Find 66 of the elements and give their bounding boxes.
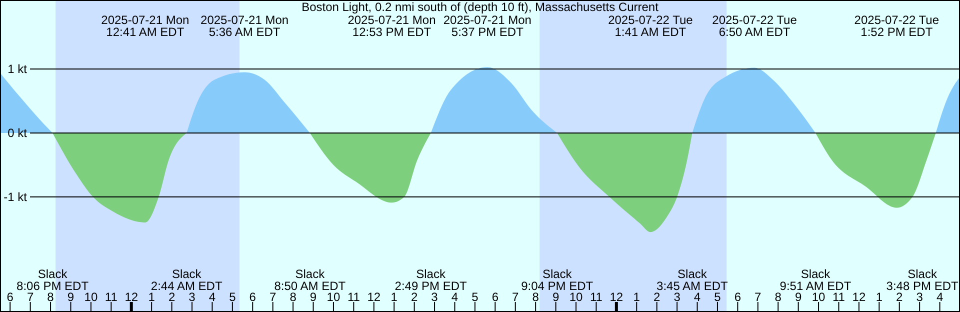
x-tick-label: 4 bbox=[208, 290, 216, 304]
x-tick-label: 11 bbox=[590, 290, 603, 304]
x-tick-label: 11 bbox=[347, 290, 360, 304]
x-tick-label: 6 bbox=[734, 290, 742, 304]
annotation: Slack 3:45 AM EDT bbox=[656, 267, 729, 293]
x-tick-label: 10 bbox=[84, 290, 98, 304]
chart-title: Boston Light, 0.2 nmi south of (depth 10 ft), Massachusetts Current bbox=[302, 0, 660, 14]
annotation: 2025-07-21 Mon 12:41 AM EDT bbox=[101, 13, 190, 39]
x-tick-label: 7 bbox=[270, 290, 276, 304]
x-tick-label: 6 bbox=[6, 290, 14, 304]
x-tick-label: 3 bbox=[188, 290, 196, 304]
x-tick-label: 4 bbox=[451, 290, 458, 304]
x-tick-label: 11 bbox=[832, 290, 846, 304]
x-tick-label: 10 bbox=[812, 290, 826, 304]
x-tick-label: 10 bbox=[326, 290, 340, 304]
x-tick-label: 4 bbox=[936, 290, 944, 304]
annotation: 2025-07-22 Tue 1:52 PM EDT bbox=[854, 13, 940, 39]
x-tick-label: 1 bbox=[148, 290, 156, 304]
x-tick-label: 12 bbox=[367, 290, 381, 304]
annotation: Slack 8:06 PM EDT bbox=[16, 267, 90, 293]
x-tick-label: 1 bbox=[876, 290, 883, 304]
x-tick-label: 9 bbox=[794, 290, 802, 304]
annotation: Slack 8:50 AM EDT bbox=[274, 267, 346, 293]
x-tick-label: 7 bbox=[754, 290, 762, 304]
x-tick-label: 6 bbox=[249, 290, 256, 304]
x-tick-label: 12 bbox=[852, 290, 866, 304]
x-tick-label: 7 bbox=[26, 290, 34, 304]
annotation: 2025-07-21 Mon 5:36 AM EDT bbox=[200, 13, 289, 39]
x-tick-label: 1 bbox=[390, 290, 398, 304]
x-tick-label: 12 bbox=[610, 290, 624, 304]
x-tick-label: 8 bbox=[532, 290, 540, 304]
annotation: 2025-07-22 Tue 6:50 AM EDT bbox=[712, 13, 798, 39]
x-tick-label: 3 bbox=[431, 290, 438, 304]
x-tick-label: 5 bbox=[714, 290, 722, 304]
annotation: Slack 9:51 AM EDT bbox=[780, 267, 852, 293]
x-tick-label: 4 bbox=[694, 290, 701, 304]
x-tick-label: 2 bbox=[896, 290, 904, 304]
annotation: 2025-07-22 Tue 1:41 AM EDT bbox=[608, 13, 694, 39]
x-tick-label: 8 bbox=[47, 290, 54, 304]
x-tick-label: 2 bbox=[168, 290, 176, 304]
x-tick-label: 5 bbox=[229, 290, 236, 304]
x-tick-label: 8 bbox=[774, 290, 782, 304]
x-tick-label: 7 bbox=[512, 290, 520, 304]
x-tick-label: 8 bbox=[290, 290, 297, 304]
annotation: Slack 2:49 PM EDT bbox=[394, 267, 468, 293]
annotation: Slack 3:48 PM EDT bbox=[886, 267, 959, 293]
annotation: Slack 2:44 AM EDT bbox=[150, 267, 223, 293]
annotation: Slack 9:04 PM EDT bbox=[521, 267, 594, 293]
y-tick-label: 1 kt bbox=[8, 62, 28, 76]
x-tick-label: 5 bbox=[472, 290, 479, 304]
x-tick-label: 3 bbox=[916, 290, 924, 304]
x-tick-label: 11 bbox=[104, 290, 118, 304]
x-tick-label: 9 bbox=[310, 290, 317, 304]
x-tick-label: 2 bbox=[654, 290, 660, 304]
x-tick-label: 10 bbox=[569, 290, 583, 304]
x-tick-label: 9 bbox=[67, 290, 74, 304]
x-tick-label: 1 bbox=[633, 290, 640, 304]
y-tick-label: 0 kt bbox=[8, 126, 28, 140]
x-tick-label: 3 bbox=[674, 290, 681, 304]
annotation: 2025-07-21 Mon 12:53 PM EDT bbox=[348, 13, 436, 39]
annotation: 2025-07-21 Mon 5:37 PM EDT bbox=[443, 13, 532, 39]
x-tick-label: 2 bbox=[410, 290, 418, 304]
x-tick-label: 6 bbox=[492, 290, 499, 304]
x-tick-label: 12 bbox=[124, 290, 138, 304]
x-tick-label: 9 bbox=[552, 290, 560, 304]
y-tick-label: -1 kt bbox=[4, 190, 28, 204]
